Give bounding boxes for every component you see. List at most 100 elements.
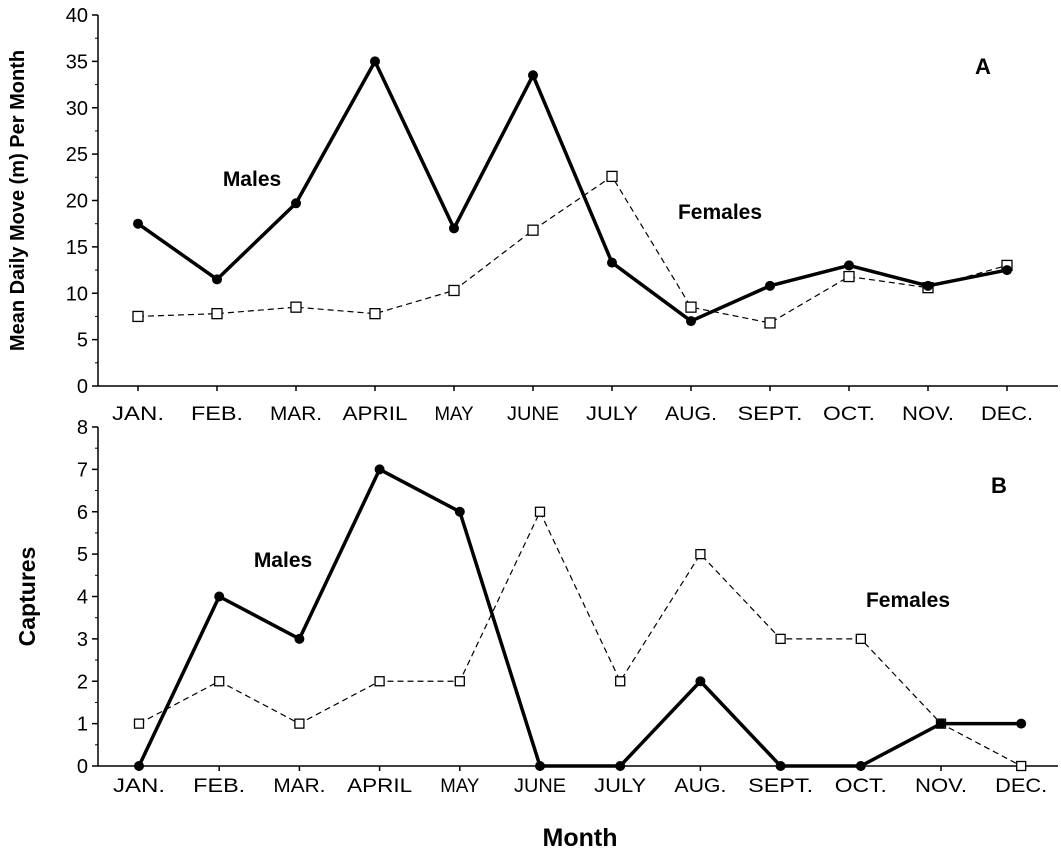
males-data-point <box>923 280 933 291</box>
y-axis-title: Mean Daily Move (m) Per Month <box>7 50 29 351</box>
y-axis-title: Captures <box>14 547 40 647</box>
females-data-point <box>764 317 776 329</box>
males-series-label: Males <box>223 168 281 191</box>
x-tick-label: JAN. <box>113 776 165 797</box>
x-tick-label: NOV. <box>915 776 967 797</box>
y-tick-label: 20 <box>66 191 88 213</box>
males-series-line <box>136 59 1008 323</box>
males-data-point <box>449 223 459 234</box>
females-data-point <box>214 676 225 687</box>
males-data-point <box>686 316 696 327</box>
males-data-point <box>855 761 866 771</box>
x-tick-label: AUG. <box>665 404 717 425</box>
x-tick-label: NOV. <box>902 404 954 425</box>
females-data-point <box>374 676 385 687</box>
x-tick-label: FEB. <box>191 404 243 425</box>
females-data-point <box>290 301 302 313</box>
y-tick-label: 30 <box>66 98 88 120</box>
males-data-point <box>212 274 222 285</box>
x-tick-label: SEPT. <box>748 776 813 797</box>
females-data-point <box>133 718 145 729</box>
females-data-point <box>843 270 855 283</box>
x-tick-label: MAR. <box>273 776 325 797</box>
x-tick-label: JAN. <box>112 404 164 425</box>
males-data-point <box>454 506 465 517</box>
y-tick-label: 40 <box>66 5 88 27</box>
y-tick-label: 1 <box>77 714 88 736</box>
x-tick-label: APRIL <box>347 776 412 797</box>
females-data-point <box>1016 760 1027 772</box>
females-data-point <box>454 676 465 687</box>
y-tick-label: 25 <box>66 144 88 166</box>
x-axis-title: Month <box>543 824 618 852</box>
males-data-point <box>291 198 301 209</box>
males-data-point <box>607 257 617 268</box>
x-tick-label: OCT. <box>823 404 875 425</box>
females-series-label: Females <box>678 201 762 224</box>
males-data-point <box>615 761 626 771</box>
females-data-point <box>294 718 305 729</box>
y-tick-label: 7 <box>77 459 88 481</box>
males-data-point <box>294 633 305 644</box>
females-data-point <box>775 633 786 645</box>
females-data-point <box>369 308 381 320</box>
males-data-point <box>775 761 786 771</box>
x-tick-label: DEC. <box>981 404 1033 425</box>
x-tick-label: JUNE <box>514 776 566 797</box>
males-series-line <box>137 467 1022 768</box>
y-tick-label: 35 <box>66 51 88 73</box>
x-tick-label: AUG. <box>674 776 726 797</box>
females-data-point <box>527 224 539 236</box>
panel-a-line-chart: 0 5 10 15 20 25 30 35 40 JAN. FEB. MAR. APRIL MAY JUNE… <box>7 5 1058 425</box>
males-data-point <box>535 761 545 771</box>
y-tick-label: 4 <box>77 587 88 609</box>
males-data-point <box>528 70 538 81</box>
y-tick-label: 6 <box>77 502 88 524</box>
x-tick-label: JULY <box>594 776 646 797</box>
y-tick-label: 2 <box>77 671 88 693</box>
y-tick-label: 5 <box>77 330 88 352</box>
males-data-point <box>214 591 225 602</box>
males-data-point <box>936 718 946 729</box>
panel-letter: B <box>991 473 1007 498</box>
y-tick-label: 10 <box>66 283 88 305</box>
males-data-point <box>844 260 854 271</box>
y-tick-label: 3 <box>77 629 88 651</box>
y-tick-label: 8 <box>77 417 88 439</box>
females-series-label: Females <box>866 589 950 612</box>
males-data-point <box>765 280 775 291</box>
x-tick-label: JUNE <box>507 404 559 425</box>
x-tick-label: SEPT. <box>738 404 803 425</box>
females-data-point <box>855 633 866 645</box>
y-tick-label: 15 <box>66 237 88 259</box>
males-series-label: Males <box>254 549 312 572</box>
males-data-point <box>370 56 380 67</box>
males-data-point <box>1016 718 1027 729</box>
males-data-point <box>374 464 385 475</box>
x-tick-label: DEC. <box>995 776 1047 797</box>
females-data-point <box>534 506 546 517</box>
females-data-point <box>448 284 460 297</box>
y-tick-label: 5 <box>77 544 88 566</box>
females-data-point <box>211 308 223 320</box>
x-tick-label: MAY <box>435 404 474 425</box>
males-data-point <box>695 676 706 687</box>
females-data-point <box>615 676 626 687</box>
panel-letter: A <box>975 54 991 79</box>
x-tick-label: OCT. <box>835 776 887 797</box>
x-tick-label: FEB. <box>193 776 245 797</box>
males-data-point <box>134 761 144 771</box>
females-data-point <box>685 301 697 313</box>
panel-b-line-chart: 0 1 2 3 4 5 6 7 8 JAN. FEB. MAR. APRIL MAY JUNE JULY AUG… <box>14 417 1058 797</box>
females-data-point <box>695 548 706 560</box>
females-data-point <box>132 310 144 323</box>
x-tick-label: APRIL <box>343 404 408 425</box>
males-data-point <box>133 218 143 229</box>
y-tick-label: 0 <box>77 756 88 778</box>
females-series-line <box>138 511 1022 767</box>
x-tick-label: MAR. <box>270 404 322 425</box>
x-tick-label: MAY <box>440 776 479 797</box>
females-data-point <box>606 170 618 183</box>
females-series-line <box>137 175 1008 324</box>
